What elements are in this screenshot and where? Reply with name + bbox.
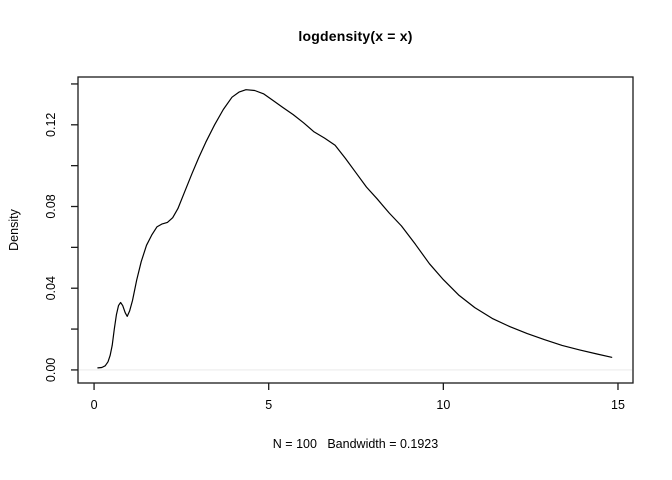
plot-title: logdensity(x = x) [298, 28, 413, 44]
x-tick-label: 5 [265, 398, 272, 412]
y-axis-label: Density [7, 209, 21, 251]
density-curve [97, 89, 613, 369]
x-tick-label: 15 [611, 398, 625, 412]
y-tick-label: 0.08 [44, 194, 58, 218]
x-tick-label: 0 [91, 398, 98, 412]
x-axis-label: N = 100 Bandwidth = 0.1923 [272, 437, 439, 451]
y-tick-label: 0.12 [44, 113, 58, 137]
x-tick-label: 10 [436, 398, 450, 412]
y-tick-label: 0.00 [44, 358, 58, 382]
plot-box [77, 76, 634, 384]
y-tick-label: 0.04 [44, 276, 58, 300]
